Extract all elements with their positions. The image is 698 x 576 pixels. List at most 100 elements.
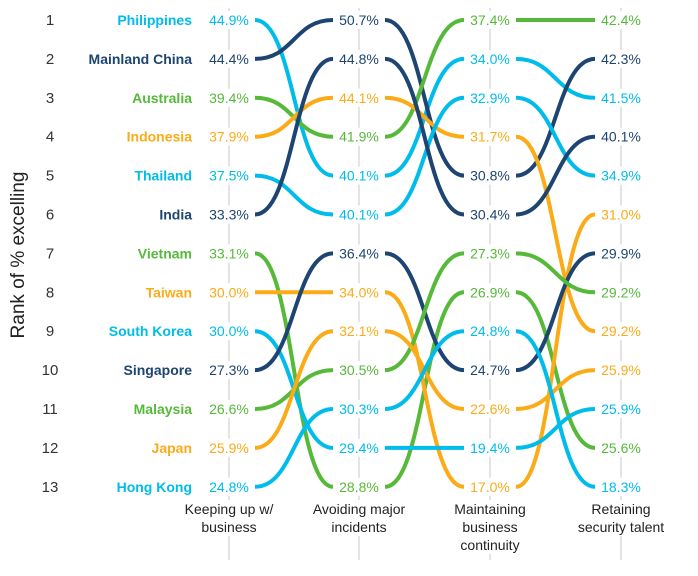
value-label: 34.0% [339,284,379,300]
country-label: India [159,207,192,223]
column-label: continuity [460,537,519,553]
series-line-segment [515,134,596,217]
country-label: Vietnam [138,245,192,261]
value-label: 18.3% [601,479,641,495]
value-label: 31.0% [601,207,641,223]
rank-tick: 2 [46,51,54,68]
value-label: 44.9% [209,12,249,28]
value-label: 31.7% [470,129,510,145]
country-label: South Korea [109,323,192,339]
value-label: 37.9% [209,129,249,145]
value-label: 25.6% [601,440,641,456]
value-label: 41.5% [601,90,641,106]
value-label: 34.0% [470,51,510,67]
value-label: 37.4% [470,12,510,28]
rank-tick: 9 [46,323,54,340]
value-label: 30.4% [470,207,510,223]
series-line-segment [515,251,596,295]
series-line-segment [254,251,334,489]
series-line-segment [515,290,596,450]
series-line-segment [254,329,334,450]
value-label: 17.0% [470,479,510,495]
series-line-segment [515,368,596,411]
column-label: Retaining [591,501,650,517]
country-label: Thailand [134,168,192,184]
series-line-segment [384,95,465,139]
series-line-segment [254,18,334,178]
column-label: incidents [331,519,386,535]
country-label: Singapore [124,362,193,378]
rank-tick: 3 [46,90,54,107]
value-label: 25.9% [601,362,641,378]
country-label: Hong Kong [117,479,192,495]
value-label: 32.9% [470,90,510,106]
country-label: Malaysia [134,401,193,417]
series-line-segment [515,251,596,373]
rank-tick: 12 [42,440,59,457]
series-line-segment [254,173,334,217]
series-line-segment [254,95,334,139]
column-label: business [201,519,256,535]
column-label: Avoiding major [313,501,406,517]
value-label: 33.1% [209,245,249,261]
value-label: 40.1% [339,168,379,184]
country-label: Indonesia [127,129,193,145]
value-label: 44.4% [209,51,249,67]
value-label: 50.7% [339,12,379,28]
country-label: Mainland China [89,51,193,67]
series-line-segment [515,329,596,489]
value-label: 27.3% [470,245,510,261]
country-label: Japan [152,440,192,456]
column-label: Maintaining [454,501,526,517]
rank-tick: 1 [46,12,54,29]
value-label: 44.8% [339,51,379,67]
value-label: 30.3% [339,401,379,417]
gridlines [228,8,622,560]
column-label: Keeping up w/ [185,501,274,517]
series-line-segment [384,18,465,178]
value-label: 19.4% [470,440,510,456]
value-label: 29.2% [601,323,641,339]
value-label: 30.0% [209,284,249,300]
value-label: 40.1% [339,207,379,223]
value-label: 44.1% [339,90,379,106]
rank-tick: 6 [46,207,54,224]
value-label: 32.1% [339,323,379,339]
series-line-segment [515,407,596,450]
value-labels: Philippines 44.9% 40.1% 34.0% 41.5% Mainland … [89,12,641,495]
value-label: 41.9% [339,129,379,145]
value-label: 28.8% [339,479,379,495]
value-label: 37.5% [209,168,249,184]
label-backgrounds [204,11,646,496]
value-label: 24.8% [470,323,510,339]
value-label: 24.8% [209,479,249,495]
series-line-segment [515,134,596,334]
value-label: 27.3% [209,362,249,378]
country-label: Australia [132,90,192,106]
value-label: 30.8% [470,168,510,184]
column-label: business [462,519,517,535]
series-line-segment [384,251,465,373]
y-axis-label: Rank of % excelling [8,172,29,339]
series-lines [254,18,596,489]
series-line-segment [384,329,465,411]
series-line-segment [515,56,596,178]
country-label: Taiwan [146,284,192,300]
series-line-segment [384,18,465,139]
series-line-segment [515,95,596,178]
value-label: 25.9% [209,440,249,456]
value-label: 24.7% [470,362,510,378]
rank-tick: 13 [42,479,59,496]
value-label: 36.4% [339,245,379,261]
rank-tick: 8 [46,284,54,301]
rank-tick: 5 [46,168,54,185]
value-label: 34.9% [601,168,641,184]
column-labels: Keeping up w/business Avoiding major incid… [171,500,679,554]
rank-tick: 4 [46,129,54,146]
series-line-segment [254,407,334,489]
series-line-segment [515,56,596,100]
value-label: 26.6% [209,401,249,417]
series-line-segment [254,251,334,373]
